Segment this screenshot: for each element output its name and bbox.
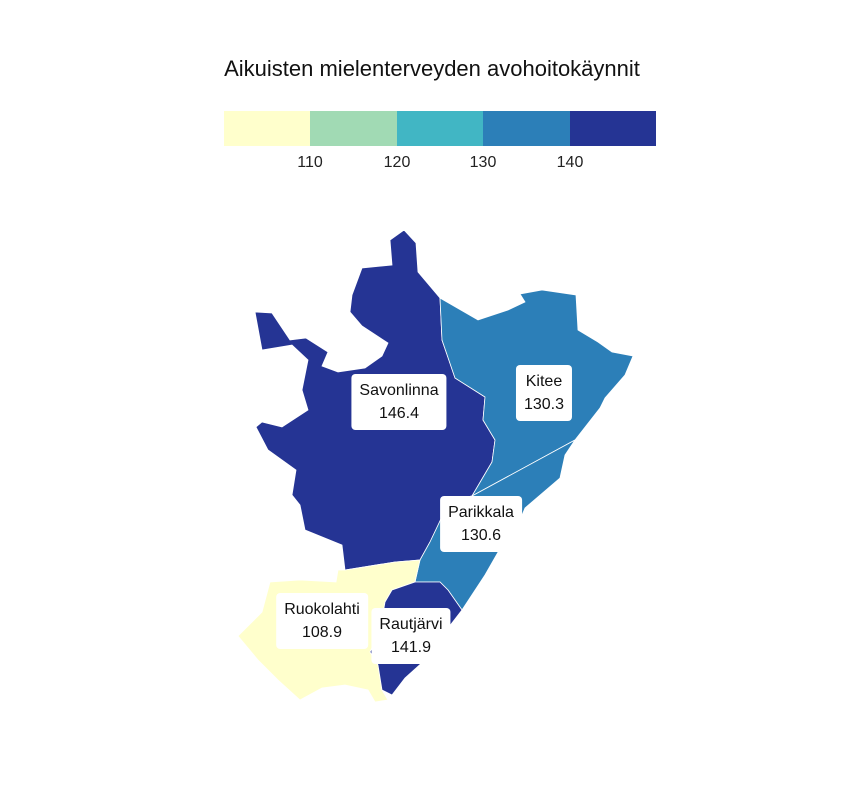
- legend-swatch-1: [224, 111, 311, 146]
- region-name: Kitee: [525, 373, 563, 390]
- region-value: 108.9: [301, 624, 343, 641]
- color-legend: [224, 111, 656, 146]
- legend-swatch-2: [310, 111, 397, 146]
- legend-tick-120: 120: [383, 154, 411, 171]
- region-label-kitee: Kitee 130.3: [515, 365, 573, 421]
- region-value: 141.9: [390, 639, 432, 656]
- region-value: 130.3: [523, 396, 565, 413]
- legend-tick-110: 110: [297, 154, 323, 171]
- map-title: Aikuisten mielenterveyden avohoitokäynni…: [224, 56, 640, 81]
- legend-swatch-5: [569, 111, 656, 146]
- region-name: Parikkala: [448, 504, 514, 521]
- region-label-ruokolahti: Ruokolahti 108.9: [276, 593, 368, 649]
- region-value: 146.4: [378, 405, 420, 422]
- region-name: Savonlinna: [359, 382, 439, 399]
- region-name: Rautjärvi: [379, 616, 443, 633]
- region-name: Ruokolahti: [284, 601, 360, 618]
- region-label-rautjarvi: Rautjärvi 141.9: [371, 608, 451, 664]
- legend-swatch-3: [396, 111, 484, 146]
- legend-swatch-4: [483, 111, 570, 146]
- region-value: 130.6: [460, 527, 502, 544]
- region-label-savonlinna: Savonlinna 146.4: [351, 374, 447, 430]
- region-label-parikkala: Parikkala 130.6: [440, 496, 522, 552]
- legend-tick-140: 140: [556, 154, 584, 171]
- legend-tick-130: 130: [469, 154, 497, 171]
